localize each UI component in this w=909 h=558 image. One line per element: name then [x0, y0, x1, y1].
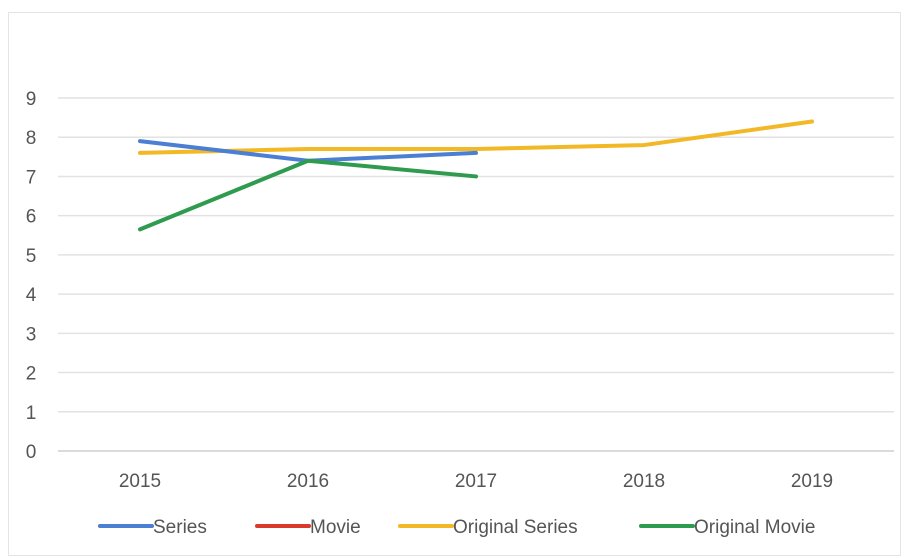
- y-tick-label-3: 3: [26, 324, 37, 345]
- y-axis-ticks: 0 1 2 3 4 5 6 7 8 9: [26, 89, 37, 463]
- x-axis-ticks: 2015 2016 2017 2018 2019: [119, 471, 833, 492]
- series-line-original-movie: [138, 158, 478, 232]
- legend-label-original-movie: Original Movie: [694, 517, 815, 538]
- x-tick-label-2018: 2018: [623, 471, 665, 492]
- series-lines: [138, 119, 814, 232]
- y-tick-label-2: 2: [26, 364, 37, 385]
- legend-label-movie: Movie: [310, 517, 361, 538]
- y-tick-label-5: 5: [26, 246, 37, 267]
- legend-label-series: Series: [153, 517, 207, 538]
- y-tick-label-7: 7: [26, 167, 37, 188]
- y-tick-label-1: 1: [26, 403, 37, 424]
- y-tick-label-4: 4: [26, 285, 37, 306]
- legend: Series Movie Original Series Original Movie: [98, 517, 815, 538]
- series-line-original-series: [138, 119, 814, 155]
- gridlines: [58, 97, 894, 452]
- y-tick-label-8: 8: [26, 128, 37, 149]
- legend-label-original-series: Original Series: [453, 517, 578, 538]
- y-tick-label-9: 9: [26, 89, 37, 110]
- x-tick-label-2016: 2016: [287, 471, 329, 492]
- x-tick-label-2015: 2015: [119, 471, 161, 492]
- y-tick-label-0: 0: [26, 442, 37, 463]
- x-tick-label-2017: 2017: [455, 471, 497, 492]
- x-tick-label-2019: 2019: [791, 471, 833, 492]
- chart-frame: [8, 12, 901, 556]
- y-tick-label-6: 6: [26, 207, 37, 228]
